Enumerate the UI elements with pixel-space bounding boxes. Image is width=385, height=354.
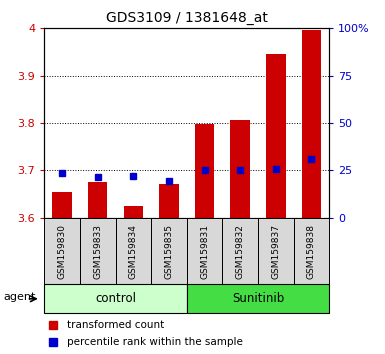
Text: GSM159832: GSM159832 (236, 224, 244, 279)
Text: GSM159833: GSM159833 (93, 224, 102, 279)
Bar (44, 218, 80, 285)
Bar (223, 218, 258, 285)
Text: transformed count: transformed count (67, 320, 164, 330)
Text: GSM159837: GSM159837 (271, 224, 280, 279)
Bar (44, 284, 187, 313)
Text: GSM159831: GSM159831 (200, 224, 209, 279)
Bar (151, 218, 187, 285)
Bar (266, 55, 286, 218)
Bar (258, 218, 294, 285)
Bar (187, 284, 329, 313)
Bar (195, 124, 214, 218)
Bar (116, 218, 151, 285)
Title: GDS3109 / 1381648_at: GDS3109 / 1381648_at (106, 11, 268, 24)
Text: agent: agent (3, 292, 36, 302)
Bar (80, 218, 116, 285)
Bar (293, 218, 329, 285)
Bar (88, 182, 107, 218)
Bar (52, 192, 72, 218)
Bar (159, 184, 179, 218)
Text: GSM159835: GSM159835 (164, 224, 173, 279)
Bar (301, 30, 321, 218)
Bar (230, 120, 250, 218)
Text: GSM159838: GSM159838 (307, 224, 316, 279)
Bar (124, 206, 143, 218)
Bar (187, 218, 223, 285)
Text: percentile rank within the sample: percentile rank within the sample (67, 337, 243, 347)
Text: control: control (95, 292, 136, 305)
Text: GSM159830: GSM159830 (58, 224, 67, 279)
Text: GSM159834: GSM159834 (129, 224, 138, 279)
Text: Sunitinib: Sunitinib (232, 292, 284, 305)
